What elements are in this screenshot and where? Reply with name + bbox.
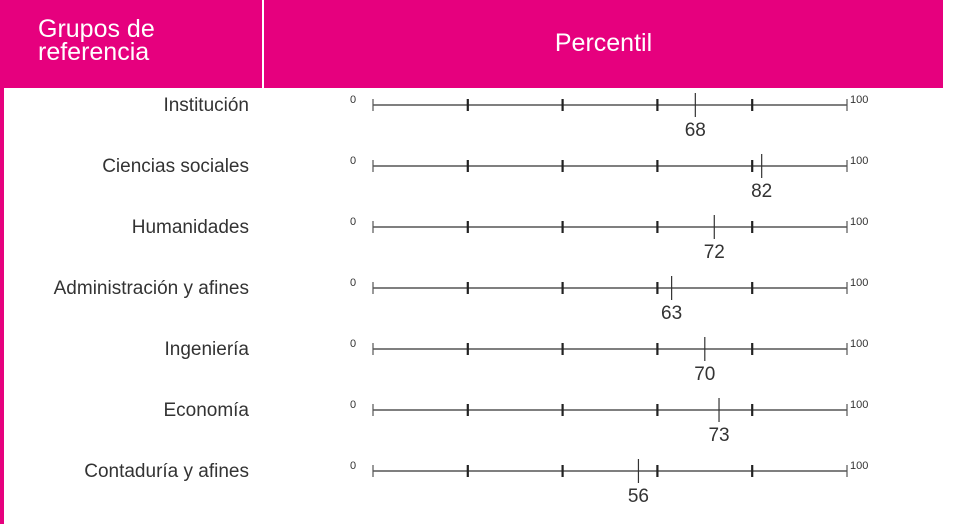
percentile-value-label: 73 (708, 425, 729, 446)
table-header (0, 0, 943, 88)
axis-max-label: 100 (850, 338, 868, 350)
group-label: Economía (163, 400, 249, 421)
percentile-value-label: 72 (704, 242, 725, 263)
axis-min-label: 0 (350, 338, 356, 350)
percentile-value-label: 70 (694, 364, 715, 385)
group-label: Humanidades (132, 217, 249, 238)
group-label: Ciencias sociales (102, 156, 249, 177)
reference-groups-header: Grupos de referencia (38, 15, 238, 66)
group-label: Contaduría y afines (84, 461, 249, 482)
reference-groups-header-line1: Grupos de (38, 15, 155, 43)
group-label: Ingeniería (164, 339, 249, 360)
percentile-header: Percentil (554, 29, 653, 57)
axis-max-label: 100 (850, 277, 868, 289)
axis-max-label: 100 (850, 155, 868, 167)
axis-min-label: 0 (350, 460, 356, 472)
axis-max-label: 100 (850, 216, 868, 228)
axis-min-label: 0 (350, 216, 356, 228)
axis-min-label: 0 (350, 155, 356, 167)
axis-min-label: 0 (350, 94, 356, 106)
axis-max-label: 100 (850, 94, 868, 106)
percentile-value-label: 82 (751, 181, 772, 202)
axis-min-label: 0 (350, 399, 356, 411)
reference-groups-header-line2: referencia (38, 38, 150, 66)
axis-max-label: 100 (850, 460, 868, 472)
percentile-value-label: 56 (628, 486, 649, 507)
group-label: Administración y afines (54, 278, 249, 299)
percentile-value-label: 68 (685, 120, 706, 141)
axis-max-label: 100 (850, 399, 868, 411)
header-divider (262, 0, 264, 88)
group-label: Institución (163, 95, 249, 116)
axis-min-label: 0 (350, 277, 356, 289)
left-border (0, 88, 4, 524)
percentile-value-label: 63 (661, 303, 682, 324)
